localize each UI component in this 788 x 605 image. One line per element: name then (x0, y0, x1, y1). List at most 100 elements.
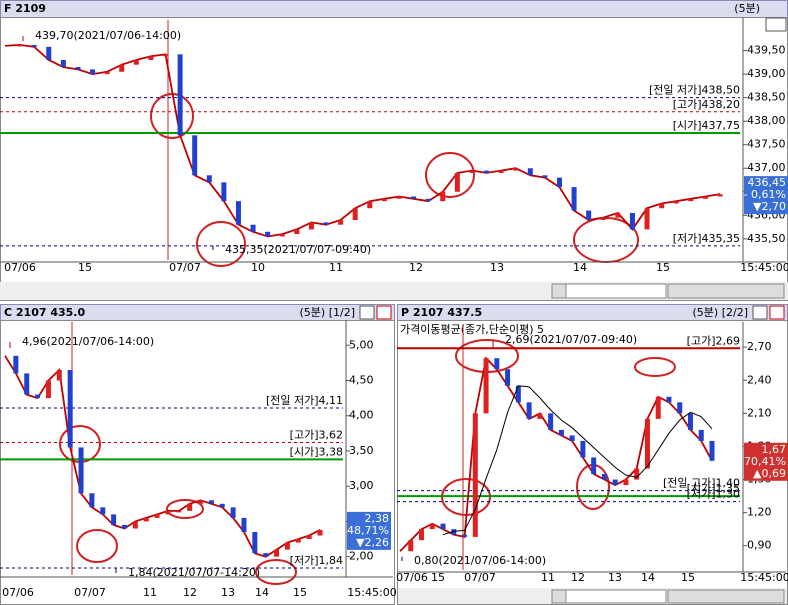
candle (165, 510, 171, 515)
title-bar (0, 0, 788, 18)
scrollbar[interactable] (551, 283, 785, 299)
candle (569, 435, 575, 441)
x-tick-label: 07/06 (2, 586, 34, 599)
panel-title: C 2107 435.0 (4, 306, 85, 319)
candle (143, 517, 149, 522)
maximize-button[interactable] (752, 305, 768, 320)
y-tick-label: 438,00 (747, 114, 786, 127)
candle (367, 201, 373, 209)
candle (67, 369, 73, 448)
candle (187, 503, 193, 511)
y-tick-label: 437,00 (747, 161, 786, 174)
candle (717, 194, 723, 197)
candle (537, 413, 543, 419)
x-tick-label: 15 (78, 261, 92, 274)
candle (17, 44, 23, 47)
candle (133, 60, 139, 65)
candle (515, 385, 521, 403)
y-tick-label: 0,90 (747, 539, 772, 552)
badge-text: 1,67 (762, 443, 787, 456)
price-badge (347, 511, 391, 550)
close-button[interactable] (376, 305, 392, 320)
candle (440, 191, 446, 202)
y-tick-label: 3,00 (349, 479, 374, 492)
x-tick-label: 12 (409, 261, 423, 274)
candle (250, 224, 256, 232)
x-tick-label: 07/07 (464, 571, 496, 584)
badge-text: + 70,41% (731, 455, 786, 468)
candle (615, 212, 621, 218)
candle (558, 429, 564, 436)
y-tick-label: 5,00 (349, 338, 374, 351)
y-tick-label: 439,50 (747, 44, 786, 57)
panel-title: P 2107 437.5 (401, 306, 482, 319)
reference-label: [시가]3,38 (290, 445, 343, 458)
candle (440, 523, 446, 530)
reference-label: [전일 저가]438,50 (649, 83, 740, 97)
x-tick-label: 13 (221, 586, 235, 599)
close-button[interactable] (769, 305, 785, 320)
tool-button[interactable] (765, 17, 787, 32)
reference-label: [시가]1,35 (687, 482, 740, 495)
x-tick-label: 12 (183, 586, 197, 599)
reference-label: [전일 저가]4,11 (266, 393, 343, 407)
candle (35, 394, 41, 399)
candle (425, 198, 431, 202)
candle (306, 535, 312, 540)
candle (177, 54, 183, 136)
candle (111, 514, 117, 525)
candle (472, 413, 478, 537)
period-label: (5분) (734, 2, 760, 15)
reference-label: [저가]1,30 (687, 488, 740, 501)
candle (702, 196, 708, 199)
y-tick-label: 4,50 (349, 373, 374, 386)
candle (176, 510, 182, 513)
candle (100, 507, 106, 515)
y-tick-label: 2,40 (747, 373, 772, 386)
candle (221, 182, 227, 202)
panel-title: F 2109 (4, 2, 46, 15)
candle (505, 369, 511, 386)
scrollbar[interactable] (551, 589, 785, 604)
candle (381, 198, 387, 202)
x-tick-label: 12 (571, 571, 585, 584)
reference-label: [고가]2,69 (687, 334, 740, 347)
candle (279, 234, 285, 237)
legend-entry: 가격이동평균(종가,단순이평) 5 (400, 323, 544, 336)
candle (698, 429, 704, 441)
badge-text: 436,45 (748, 176, 787, 189)
x-tick-label: 11 (143, 586, 157, 599)
candle (119, 64, 125, 72)
candle (429, 523, 435, 530)
candle (45, 380, 51, 399)
candle (263, 553, 269, 557)
candle (571, 187, 577, 211)
x-tick-label: 07/06 (4, 261, 36, 274)
price-badge (744, 442, 788, 481)
y-tick-label: 438,50 (747, 91, 786, 104)
candle (208, 500, 214, 504)
candle (655, 396, 661, 419)
candle (659, 203, 665, 209)
x-tick-label: 15 (431, 571, 445, 584)
maximize-button[interactable] (359, 305, 375, 320)
period-label: (5분) [2/2] (693, 306, 748, 319)
candle (644, 208, 650, 230)
price-badge (744, 176, 788, 215)
annotation: 435,35(2021/07/07-09:40) (225, 243, 371, 256)
candle (323, 222, 329, 225)
candle (419, 529, 425, 541)
candle (494, 358, 500, 370)
annotation: 439,70(2021/07/06-14:00) (35, 29, 181, 42)
candle (527, 168, 533, 176)
candle (13, 355, 19, 374)
candle (462, 534, 468, 537)
candle (235, 201, 241, 225)
candle (78, 447, 84, 494)
candle (132, 521, 138, 529)
reference-label: [시가]437,75 (673, 119, 740, 132)
candle (90, 69, 96, 75)
candle (526, 402, 532, 419)
candle (154, 514, 160, 518)
